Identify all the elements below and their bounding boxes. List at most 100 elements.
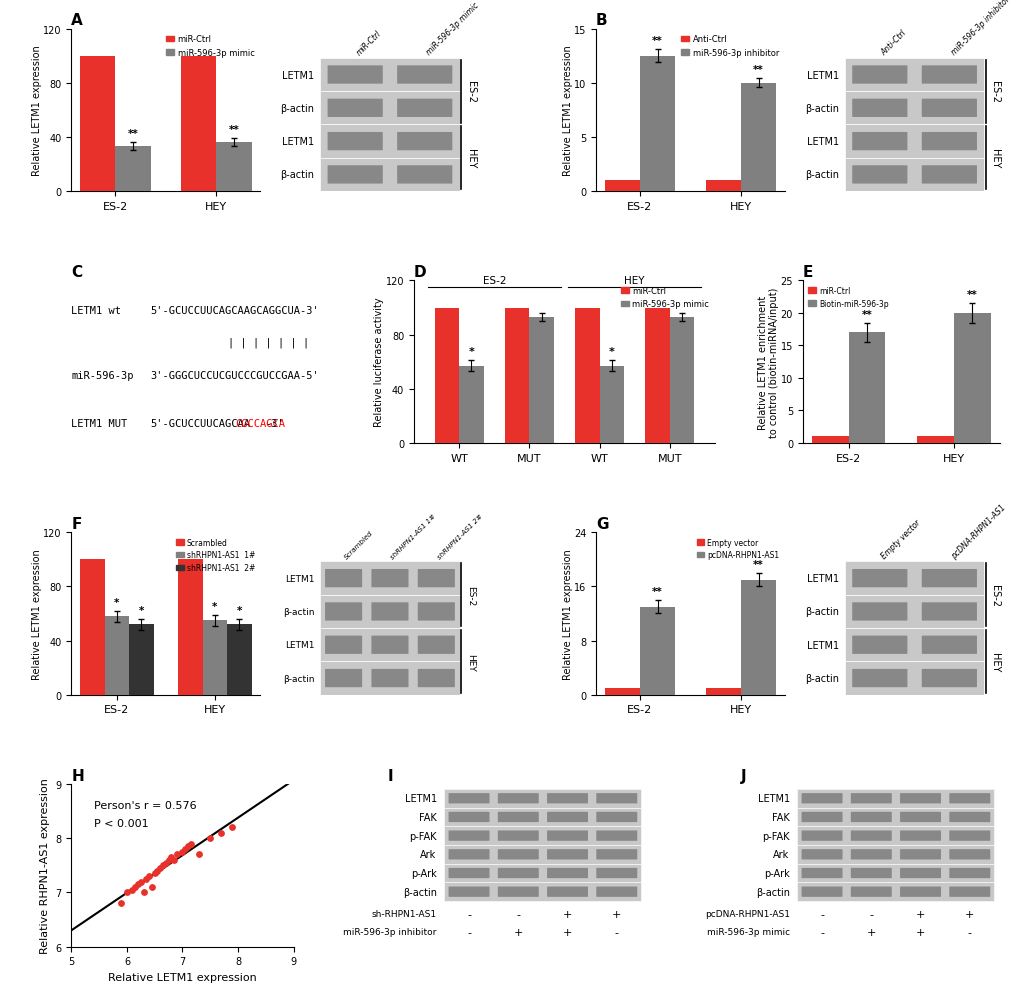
FancyBboxPatch shape [327,166,382,184]
FancyBboxPatch shape [949,812,989,822]
Bar [444,864,641,882]
Text: E: E [802,265,812,280]
FancyBboxPatch shape [949,886,989,897]
Text: LETM1: LETM1 [405,794,436,804]
Text: +: + [915,927,924,937]
FancyBboxPatch shape [852,636,907,655]
Text: sh-RHPN1-AS1: sh-RHPN1-AS1 [371,909,436,918]
Point [168,847,184,863]
Text: FAK: FAK [771,812,789,822]
Bar [529,317,553,444]
Text: +: + [866,927,875,937]
FancyBboxPatch shape [801,849,842,860]
Point [179,838,196,854]
Text: **: ** [753,65,763,75]
FancyBboxPatch shape [325,669,362,687]
FancyBboxPatch shape [596,830,637,841]
Bar [178,560,203,695]
Bar [740,580,775,695]
FancyBboxPatch shape [801,830,842,841]
Point [191,847,207,863]
Text: miR-Ctrl: miR-Ctrl [355,29,383,57]
Bar [216,143,252,192]
Text: C: C [71,265,83,280]
Text: Ark: Ark [420,850,436,860]
Bar [644,309,669,444]
Point [147,866,163,881]
FancyBboxPatch shape [371,636,408,655]
Text: β-actin: β-actin [282,673,314,683]
Bar [797,789,994,808]
Point [124,881,141,897]
FancyBboxPatch shape [899,812,941,822]
Point [182,836,199,852]
Text: β-actin: β-actin [804,673,838,683]
Y-axis label: Relative LETM1 expression: Relative LETM1 expression [32,548,42,679]
FancyBboxPatch shape [497,849,538,860]
Legend: Empty vector, pcDNA-RHPN1-AS1: Empty vector, pcDNA-RHPN1-AS1 [695,536,781,561]
Point [144,880,160,895]
Text: +: + [611,909,621,919]
Bar [797,845,994,864]
FancyBboxPatch shape [546,868,587,879]
FancyBboxPatch shape [546,849,587,860]
Text: ES-2: ES-2 [466,81,475,104]
Text: ES-2: ES-2 [989,584,1000,606]
Text: FAK: FAK [419,812,436,822]
Point [177,841,194,857]
FancyBboxPatch shape [801,812,842,822]
FancyBboxPatch shape [448,886,489,897]
Text: J: J [740,768,745,783]
FancyBboxPatch shape [327,133,382,151]
Text: *: * [212,601,217,611]
Bar [848,333,884,444]
FancyBboxPatch shape [371,602,408,621]
Text: ES-2: ES-2 [989,81,1000,104]
FancyBboxPatch shape [850,868,891,879]
Bar [705,688,740,695]
Y-axis label: Relative luciferase activity: Relative luciferase activity [374,298,384,427]
Bar [444,789,641,808]
Text: p-Ark: p-Ark [411,868,436,879]
FancyBboxPatch shape [850,830,891,841]
Text: miR-596-3p mimic: miR-596-3p mimic [706,928,789,937]
FancyBboxPatch shape [396,133,451,151]
FancyBboxPatch shape [418,569,454,588]
Y-axis label: Relative LETM1 expression: Relative LETM1 expression [32,45,42,176]
FancyBboxPatch shape [448,849,489,860]
Text: shRHPN1-AS1 1#: shRHPN1-AS1 1# [389,513,437,560]
Text: p-FAK: p-FAK [761,831,789,841]
FancyBboxPatch shape [371,669,408,687]
Text: miR-596-3p inhibitor: miR-596-3p inhibitor [949,0,1011,57]
FancyBboxPatch shape [850,812,891,822]
FancyBboxPatch shape [497,794,538,804]
Text: -: - [614,927,619,937]
FancyBboxPatch shape [921,569,976,588]
Text: miR-596-3p mimic: miR-596-3p mimic [424,1,480,57]
Bar [740,84,775,192]
FancyBboxPatch shape [852,569,907,588]
Point [152,860,168,876]
Text: B: B [595,14,607,29]
Text: LETM1: LETM1 [757,794,789,804]
Text: miR-596-3p inhibitor: miR-596-3p inhibitor [343,928,436,937]
Text: A: A [71,14,84,29]
Text: I: I [387,768,392,783]
Bar [639,607,675,695]
Bar [444,882,641,901]
Text: -: - [467,909,471,919]
Bar [604,688,639,695]
Bar [203,620,227,695]
Text: +: + [964,909,973,919]
FancyBboxPatch shape [921,636,976,655]
Text: miR-596-3p: miR-596-3p [71,371,133,381]
FancyBboxPatch shape [497,830,538,841]
Text: P < 0.001: P < 0.001 [94,818,148,828]
Point [113,895,129,911]
Text: Empty vector: Empty vector [879,518,921,560]
FancyBboxPatch shape [949,830,989,841]
Text: **: ** [966,290,976,300]
Text: Anti-Ctrl: Anti-Ctrl [879,29,908,57]
Y-axis label: Relative LETM1 enrichment
to control (biotin-miRNA/input): Relative LETM1 enrichment to control (bi… [757,287,779,438]
Bar [797,882,994,901]
